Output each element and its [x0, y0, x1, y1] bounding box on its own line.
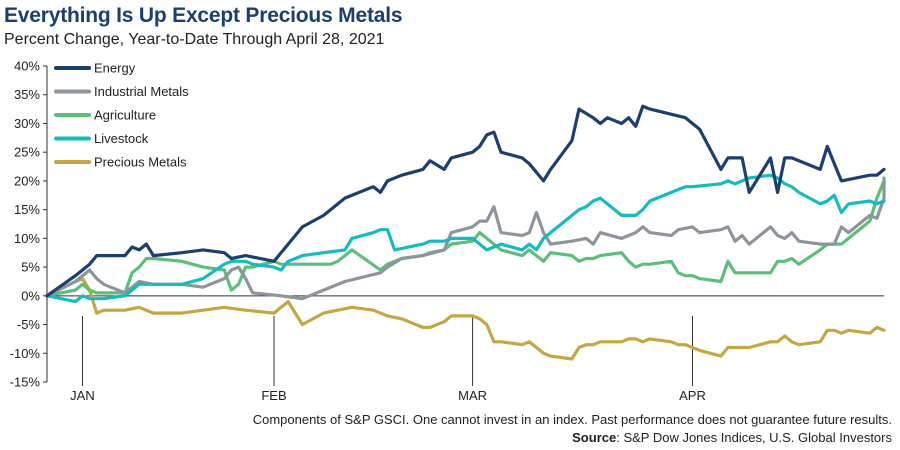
chart-title: Everything Is Up Except Precious Metals: [4, 4, 403, 27]
x-tick-label: FEB: [261, 388, 286, 403]
y-tick-label: 40%: [14, 59, 40, 74]
y-tick-label: -5%: [17, 317, 41, 332]
legend: Energy Industrial Metals Agriculture Livest…: [54, 61, 189, 170]
x-axis: JAN FEB MAR APR: [46, 295, 884, 403]
chart-subtitle: Percent Change, Year-to-Date Through Apr…: [4, 31, 385, 48]
y-tick-label: 5%: [21, 260, 40, 275]
legend-label: Agriculture: [94, 108, 156, 123]
line-chart: -15% -10% -5% 0% 5% 10% 15% 20% 25% 30% 35% 40% JAN…: [10, 59, 886, 403]
legend-label: Precious Metals: [94, 155, 187, 170]
y-axis: -15% -10% -5% 0% 5% 10% 15% 20% 25% 30% 35% 40%: [10, 59, 48, 390]
legend-label: Energy: [94, 61, 136, 76]
footnote: Components of S&P GSCI. One cannot inves…: [252, 412, 892, 427]
source-label: Source: [572, 430, 617, 445]
x-tick-label: MAR: [458, 388, 487, 403]
series-line-precious-metals: [45, 277, 886, 361]
source-line: Source: S&P Dow Jones Indices, U.S. Glob…: [572, 430, 892, 445]
y-tick-label: 25%: [14, 145, 40, 160]
y-tick-label: 20%: [14, 173, 40, 188]
y-tick-label: 0%: [21, 288, 40, 303]
series-layer: [45, 104, 886, 361]
series-line-energy: [45, 104, 886, 298]
x-tick-label: JAN: [70, 388, 95, 403]
x-tick-label: APR: [679, 388, 706, 403]
source-text: : S&P Dow Jones Indices, U.S. Global Inv…: [616, 430, 892, 445]
y-tick-label: 35%: [14, 87, 40, 102]
y-tick-label: 15%: [14, 202, 40, 217]
series-line-agriculture: [45, 176, 886, 298]
y-tick-label: 10%: [14, 231, 40, 246]
y-tick-label: -10%: [10, 346, 41, 361]
series-line-industrial-metals: [45, 179, 886, 301]
y-tick-label: -15%: [10, 375, 41, 390]
legend-label: Industrial Metals: [94, 84, 189, 99]
legend-label: Livestock: [94, 131, 149, 146]
y-tick-label: 30%: [14, 116, 40, 131]
